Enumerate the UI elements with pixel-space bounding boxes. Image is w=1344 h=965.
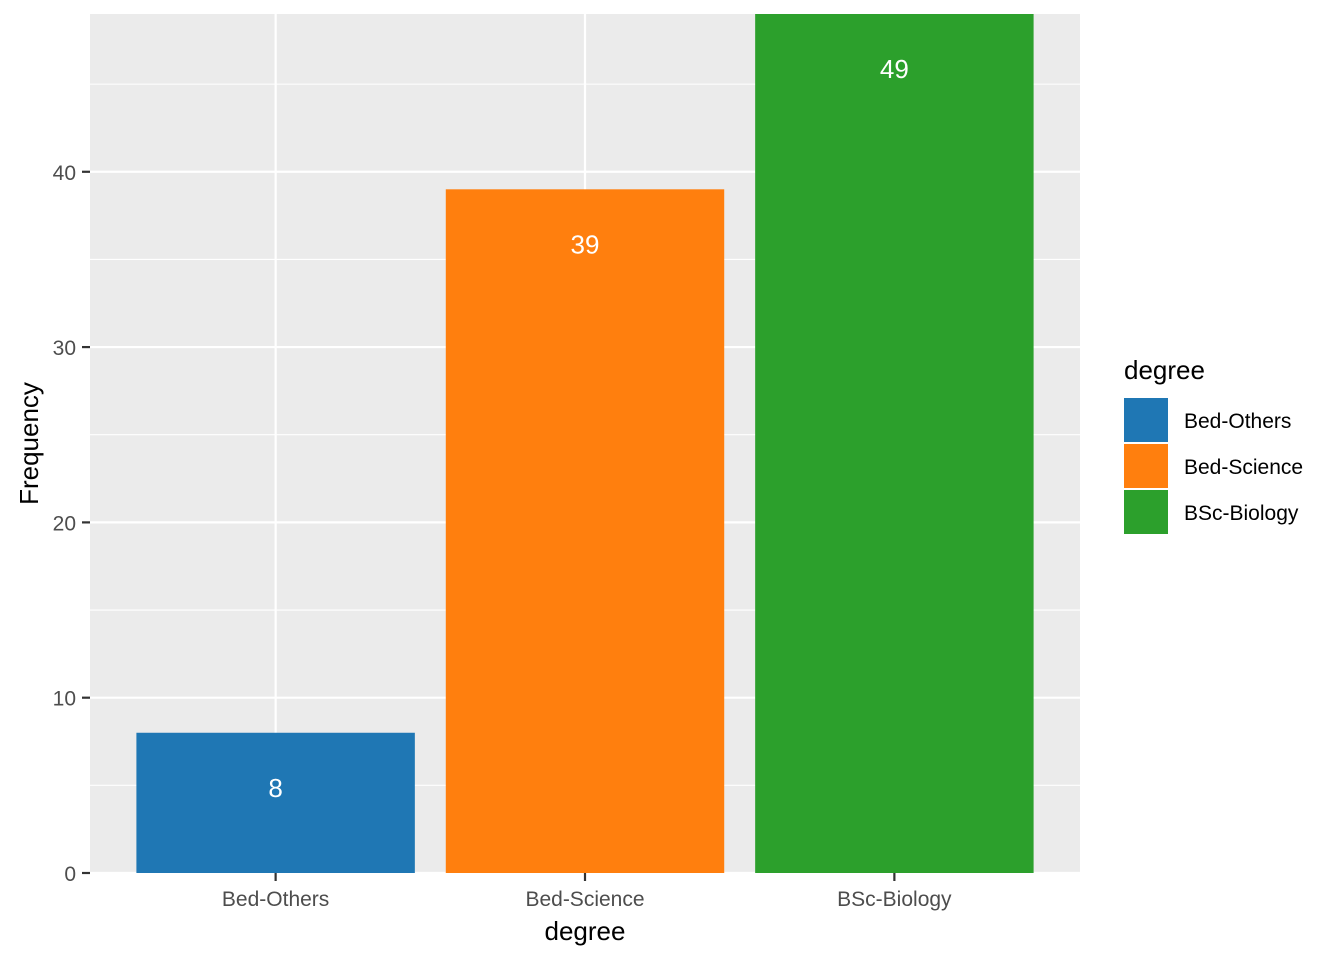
bars xyxy=(136,14,1034,873)
legend-label: Bed-Science xyxy=(1184,456,1303,479)
legend: degree Bed-Others Bed-Science BSc-Biology xyxy=(1124,355,1303,534)
y-axis: 0 10 20 30 40 xyxy=(53,162,90,886)
y-axis-title: Frequency xyxy=(14,382,44,505)
bar-bsc-biology xyxy=(755,14,1034,873)
bar-data-label: 8 xyxy=(268,773,282,803)
legend-label: BSc-Biology xyxy=(1184,502,1299,525)
y-tick-label: 30 xyxy=(53,337,76,360)
bar-data-label: 49 xyxy=(880,54,909,84)
x-axis-title: degree xyxy=(545,916,626,946)
x-tick-label: Bed-Others xyxy=(222,888,329,911)
y-tick-label: 40 xyxy=(53,162,76,185)
bar-bed-science xyxy=(445,189,725,873)
legend-title: degree xyxy=(1124,355,1205,385)
bar-data-labels: 8 39 49 xyxy=(268,54,908,803)
legend-label: Bed-Others xyxy=(1184,410,1291,433)
y-tick-label: 20 xyxy=(53,512,76,535)
bar-data-label: 39 xyxy=(571,229,600,259)
legend-key-bed-others xyxy=(1124,398,1168,442)
legend-entries: Bed-Others Bed-Science BSc-Biology xyxy=(1124,398,1303,534)
x-tick-label: BSc-Biology xyxy=(837,888,952,911)
legend-key-bsc-biology xyxy=(1124,490,1168,534)
legend-key-bed-science xyxy=(1124,444,1168,488)
y-tick-label: 0 xyxy=(64,863,76,886)
x-tick-label: Bed-Science xyxy=(525,888,644,911)
x-axis: Bed-Others Bed-Science BSc-Biology xyxy=(222,873,952,911)
bar-bed-others xyxy=(136,732,415,873)
y-tick-label: 10 xyxy=(53,688,76,711)
